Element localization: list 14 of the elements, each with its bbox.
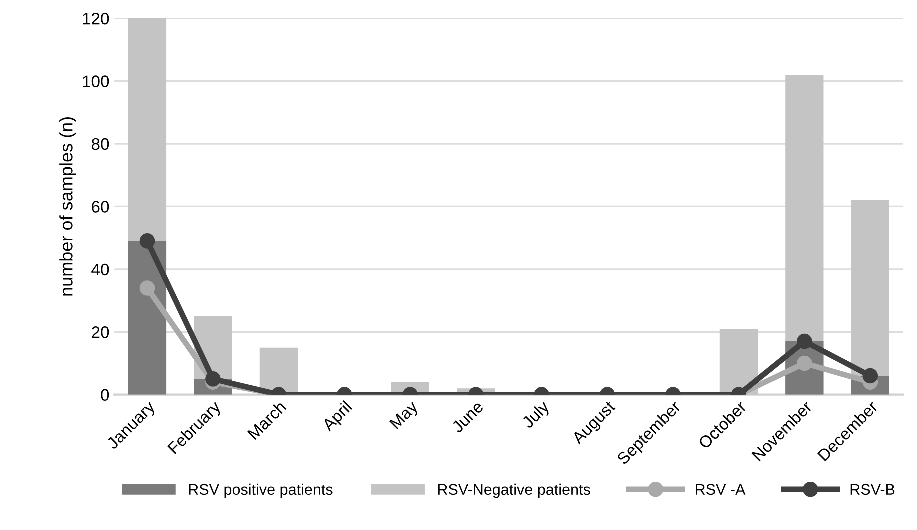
y-tick-label: 60 — [92, 201, 110, 213]
legend-label: RSV positive patients — [189, 484, 333, 498]
y-tick-label: 0 — [101, 389, 110, 402]
legend-label: RSV-B — [850, 484, 895, 496]
x-tick-label: July — [521, 400, 553, 432]
y-tick-label: 20 — [92, 326, 110, 338]
y-tick-label: 40 — [92, 264, 110, 276]
y-tick-label: 120 — [83, 12, 110, 25]
x-tick-label: May — [389, 400, 422, 432]
legend-label: RSV-Negative patients — [438, 484, 590, 498]
y-tick-label: 100 — [83, 76, 110, 88]
legend-label: RSV -A — [696, 484, 746, 496]
y-axis-title: number of samples (n) — [60, 118, 76, 296]
y-tick-label: 80 — [92, 138, 110, 150]
